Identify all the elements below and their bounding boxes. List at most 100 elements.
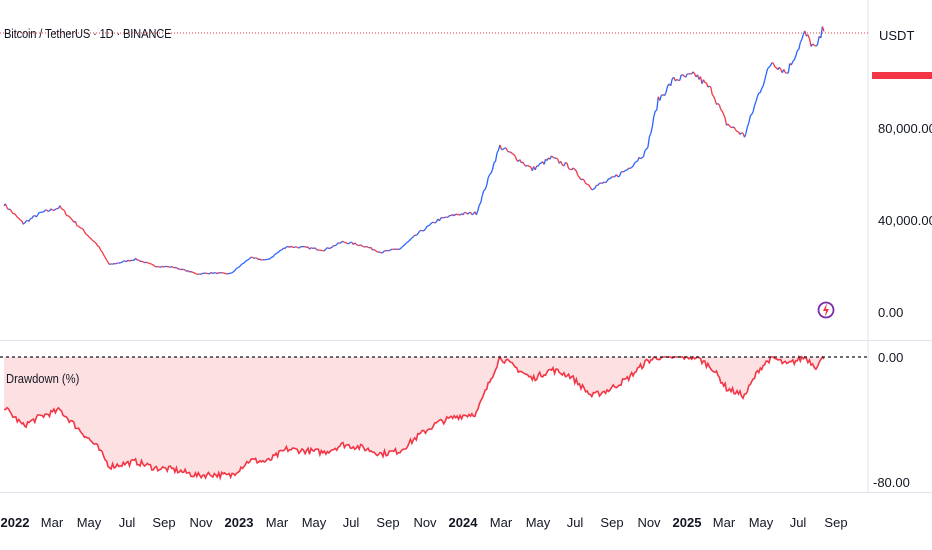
price-segment: [323, 248, 327, 252]
price-segment: [59, 205, 62, 209]
price-segment: [86, 234, 90, 238]
symbol-title[interactable]: Bitcoin / TetherUS · 1D · BINANCE: [4, 26, 172, 41]
price-segment: [536, 165, 539, 167]
price-segment: [820, 26, 824, 39]
price-segment: [210, 271, 214, 275]
time-axis-label: Mar: [713, 515, 736, 530]
price-segment: [246, 259, 249, 262]
price-segment: [753, 101, 757, 106]
price-segment: [778, 66, 782, 70]
price-segment: [751, 111, 754, 115]
price-segment: [774, 66, 777, 69]
price-segment: [431, 221, 434, 224]
price-segment: [100, 249, 103, 253]
price-segment: [35, 214, 39, 218]
price-segment: [656, 96, 659, 111]
price-segment: [367, 246, 370, 249]
price-segment: [785, 71, 788, 74]
price-segment: [605, 180, 608, 184]
price-segment: [283, 247, 286, 250]
price-segment: [193, 272, 196, 275]
price-segment: [151, 263, 154, 266]
price-segment: [510, 151, 513, 154]
price-segment: [755, 96, 759, 102]
price-segment: [467, 212, 470, 215]
price-segment: [566, 163, 570, 169]
price-segment: [486, 177, 489, 186]
price-segment: [494, 152, 498, 162]
price-segment: [252, 256, 255, 259]
price-segment: [813, 44, 817, 47]
price-segment: [290, 245, 293, 248]
price-segment: [142, 261, 145, 264]
lightning-logo-icon[interactable]: [816, 290, 836, 330]
price-segment: [743, 133, 747, 138]
price-segment: [417, 231, 420, 235]
price-segment: [360, 244, 363, 247]
price-segment: [560, 161, 563, 166]
price-segment: [354, 242, 357, 245]
price-segment: [298, 246, 301, 249]
time-axis[interactable]: 2022 Mar May Jul Sep Nov 2023 Mar May Jul Sep Nov 20…: [1, 515, 848, 530]
indicator-label[interactable]: Drawdown (%): [6, 371, 80, 386]
price-segment: [480, 195, 483, 203]
price-segment: [71, 219, 75, 223]
price-segment: [55, 207, 58, 210]
price-segment: [61, 208, 64, 211]
price-segment: [271, 256, 274, 258]
price-segment: [759, 88, 763, 93]
price-segment: [650, 126, 654, 134]
price-segment: [369, 246, 372, 249]
price-segment: [749, 113, 753, 117]
price-segment: [537, 163, 541, 167]
price-segment: [569, 168, 572, 171]
price-segment: [646, 146, 649, 150]
price-segment: [268, 258, 271, 260]
price-segment: [281, 247, 285, 251]
price-segment: [46, 209, 49, 212]
price-segment: [807, 34, 811, 40]
price-segment: [620, 170, 623, 173]
price-segment: [170, 265, 173, 268]
time-axis-label: May: [749, 515, 774, 530]
price-segment: [432, 221, 436, 224]
price-segment: [180, 268, 183, 271]
price-segment: [70, 217, 73, 221]
price-segment: [478, 202, 482, 206]
price-segment: [423, 228, 426, 232]
price-segment: [78, 225, 81, 229]
price-segment: [231, 271, 234, 274]
price-segment: [471, 213, 474, 216]
price-segment: [249, 256, 252, 259]
price-segment: [489, 172, 492, 176]
price-segment: [772, 63, 776, 68]
price-segment: [339, 241, 342, 244]
price-segment: [635, 160, 638, 163]
price-segment: [519, 159, 522, 164]
price-segment: [752, 105, 756, 112]
price-axis-currency[interactable]: USDT: [879, 28, 914, 43]
price-segment: [582, 178, 585, 181]
drawdown-tick-minus-80: -80.00: [873, 475, 910, 490]
price-segment: [723, 114, 726, 119]
price-segment: [341, 240, 344, 243]
price-segment: [227, 272, 230, 275]
price-segment: [247, 257, 251, 261]
price-segment: [10, 210, 14, 214]
price-segment: [799, 39, 803, 43]
price-segment: [459, 213, 463, 216]
price-segment: [358, 244, 361, 247]
price-segment: [242, 262, 245, 265]
price-segment: [481, 190, 485, 196]
price-segment: [390, 248, 393, 251]
price-segment: [734, 129, 738, 132]
price-segment: [745, 126, 749, 134]
price-segment: [629, 166, 633, 170]
price-segment: [638, 156, 641, 160]
price-segment: [815, 44, 818, 47]
time-axis-label: May: [526, 515, 551, 530]
price-segment: [721, 111, 725, 115]
price-segment: [178, 268, 182, 271]
time-axis-label: Jul: [119, 515, 136, 530]
